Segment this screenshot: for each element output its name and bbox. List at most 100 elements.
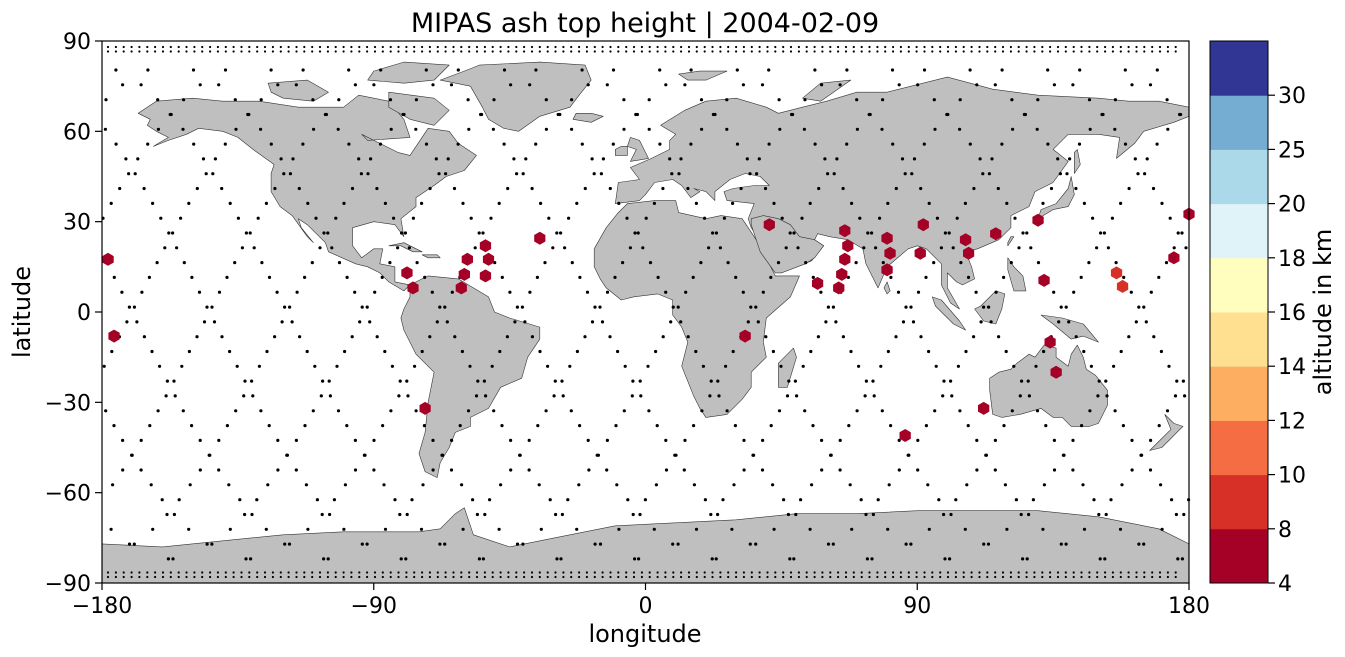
track-point <box>507 45 510 49</box>
track-point <box>776 261 781 265</box>
track-point <box>1149 290 1153 294</box>
track-point <box>605 468 609 472</box>
track-point <box>1119 50 1122 53</box>
track-point <box>1167 364 1171 368</box>
track-point <box>1091 216 1095 220</box>
track-point <box>169 45 172 49</box>
track-point <box>819 290 823 294</box>
track-point <box>946 50 950 53</box>
track-point <box>931 571 934 574</box>
track-point <box>248 50 251 53</box>
ash-detection-point <box>917 218 929 232</box>
track-point <box>805 571 808 574</box>
track-point <box>248 575 251 579</box>
track-point <box>430 290 434 294</box>
land-canadian-arctic-2 <box>388 91 450 126</box>
track-point <box>527 468 531 472</box>
track-point <box>1046 68 1050 72</box>
track-point <box>939 571 942 574</box>
land-antarctica <box>101 507 1190 584</box>
track-point <box>381 45 384 49</box>
track-point <box>886 349 891 354</box>
track-point <box>949 379 953 383</box>
track-point <box>560 512 565 517</box>
track-point <box>1113 127 1117 131</box>
track-point <box>1041 201 1045 205</box>
ash-detection-point <box>839 224 851 238</box>
track-point <box>962 571 965 574</box>
track-point <box>593 571 596 574</box>
track-point <box>1142 305 1146 309</box>
track-point <box>353 290 357 294</box>
track-point <box>1071 438 1075 442</box>
track-point <box>605 290 610 294</box>
track-point <box>445 320 449 324</box>
ash-detection-point <box>959 233 972 247</box>
track-point <box>373 50 377 53</box>
track-point <box>813 571 816 574</box>
track-point <box>837 575 840 579</box>
track-point <box>1023 112 1027 117</box>
track-point <box>311 409 315 413</box>
track-point <box>109 201 113 205</box>
ash-detection-point <box>407 281 419 295</box>
track-point <box>1041 527 1045 531</box>
track-point <box>692 483 697 487</box>
track-point <box>301 142 305 146</box>
track-point <box>523 50 526 53</box>
track-point <box>735 45 738 49</box>
x-tick-label: −180 <box>72 594 132 619</box>
land-philippines <box>1007 257 1027 292</box>
track-point <box>1009 50 1013 53</box>
track-point <box>821 571 824 574</box>
track-point <box>381 50 384 53</box>
track-point <box>575 201 579 205</box>
track-point <box>497 527 501 531</box>
track-point <box>251 394 255 398</box>
track-point <box>923 45 926 49</box>
track-point <box>373 290 377 294</box>
track-point <box>570 98 574 102</box>
track-point <box>506 186 510 191</box>
track-point <box>248 571 251 574</box>
track-point <box>598 542 603 546</box>
track-point <box>1009 45 1013 49</box>
track-point <box>803 98 807 102</box>
track-point <box>304 483 308 487</box>
track-point <box>656 275 660 279</box>
track-point <box>1119 571 1122 574</box>
track-point <box>719 571 722 574</box>
track-point <box>130 45 133 49</box>
track-point <box>114 571 117 574</box>
track-point <box>990 157 994 161</box>
colorbar-tick-label: 8 <box>1278 518 1292 543</box>
track-point <box>1064 45 1067 49</box>
ash-detection-point <box>534 231 546 245</box>
track-point <box>320 512 324 517</box>
track-point <box>295 575 298 579</box>
track-point <box>481 231 485 235</box>
track-point <box>630 394 634 398</box>
track-point <box>689 68 693 72</box>
track-point <box>182 98 186 102</box>
track-point <box>492 98 496 102</box>
track-point <box>383 349 387 354</box>
track-point <box>357 157 361 161</box>
track-point <box>625 45 628 49</box>
track-point <box>318 246 322 250</box>
track-point <box>946 575 950 579</box>
track-point <box>366 571 369 574</box>
track-point <box>626 498 630 502</box>
track-point <box>949 512 953 517</box>
track-point <box>899 575 903 579</box>
track-point <box>1130 83 1134 87</box>
track-point <box>530 335 535 339</box>
track-point <box>575 349 580 354</box>
track-point <box>552 394 556 398</box>
track-point <box>664 83 668 87</box>
track-point <box>966 275 971 279</box>
track-point <box>244 557 248 561</box>
track-point <box>1127 45 1130 49</box>
track-point <box>757 157 761 161</box>
track-point <box>735 575 738 579</box>
